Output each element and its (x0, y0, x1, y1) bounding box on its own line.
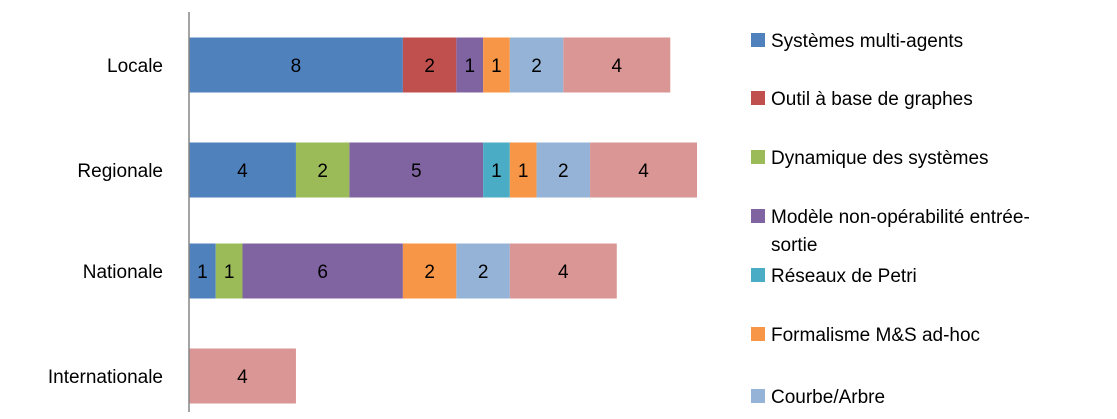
data-label-regionale-dynamique-des-systemes: 2 (317, 161, 328, 182)
data-label-locale-series-8: 4 (612, 56, 623, 77)
tick-label-regionale: Regionale (77, 161, 163, 182)
legend-swatch-modele-non-operabilite-entree-sortie (751, 209, 765, 223)
tick-label-nationale: Nationale (83, 262, 163, 283)
legend-label-dynamique-des-systemes: Dynamique des systèmes (771, 148, 989, 169)
legend-label-reseaux-de-petri: Réseaux de Petri (771, 266, 917, 287)
legend-label-modele-non-operabilite-entree-sortie: Modèle non-opérabilité entrée-sortie (771, 207, 1030, 256)
legend-swatch-dynamique-des-systemes (751, 150, 765, 164)
data-label-regionale-series-8: 4 (638, 161, 649, 182)
legend-swatch-formalisme-m-s-ad-hoc (751, 327, 765, 341)
legend-swatch-systemes-multi-agents (751, 33, 765, 47)
legend: Systèmes multi-agents Outil à base de gra… (751, 31, 1030, 408)
data-label-locale-formalisme-m-s-ad-hoc: 1 (491, 56, 502, 77)
data-label-internationale-series-8: 4 (237, 367, 248, 388)
data-label-nationale-series-8: 4 (558, 262, 569, 283)
data-label-nationale-systemes-multi-agents: 1 (197, 262, 208, 283)
data-label-nationale-formalisme-m-s-ad-hoc: 2 (424, 262, 435, 283)
category-tick-labels: Locale Regionale Nationale Internationale (48, 56, 163, 388)
data-label-locale-systemes-multi-agents: 8 (291, 56, 302, 77)
tick-label-locale: Locale (107, 56, 163, 77)
data-label-nationale-dynamique-des-systemes: 1 (224, 262, 235, 283)
data-label-regionale-courbe-arbre: 2 (558, 161, 569, 182)
data-label-nationale-modele-non-operabilite-entree-sortie: 6 (317, 262, 328, 283)
legend-label-systemes-multi-agents: Systèmes multi-agents (771, 31, 963, 52)
data-label-regionale-modele-non-operabilite-entree-sortie: 5 (411, 161, 422, 182)
legend-label-outil-a-base-de-graphes: Outil à base de graphes (771, 89, 973, 110)
data-label-regionale-formalisme-m-s-ad-hoc: 1 (518, 161, 529, 182)
data-label-nationale-courbe-arbre: 2 (478, 262, 489, 283)
legend-swatch-outil-a-base-de-graphes (751, 91, 765, 105)
legend-swatch-reseaux-de-petri (751, 268, 765, 282)
data-label-locale-outil-a-base-de-graphes: 2 (424, 56, 435, 77)
data-label-regionale-reseaux-de-petri: 1 (491, 161, 502, 182)
legend-swatch-courbe-arbre (751, 389, 765, 403)
legend-label-formalisme-m-s-ad-hoc: Formalisme M&S ad-hoc (771, 325, 980, 346)
tick-label-internationale: Internationale (48, 367, 163, 388)
bars-group: 8 2 1 1 2 44 2 5 1 1 2 41 1 6 2 2 44 (189, 38, 697, 404)
data-label-regionale-systemes-multi-agents: 4 (237, 161, 248, 182)
data-label-locale-courbe-arbre: 2 (531, 56, 542, 77)
data-label-locale-modele-non-operabilite-entree-sortie: 1 (464, 56, 475, 77)
legend-label-courbe-arbre: Courbe/Arbre (771, 387, 885, 408)
